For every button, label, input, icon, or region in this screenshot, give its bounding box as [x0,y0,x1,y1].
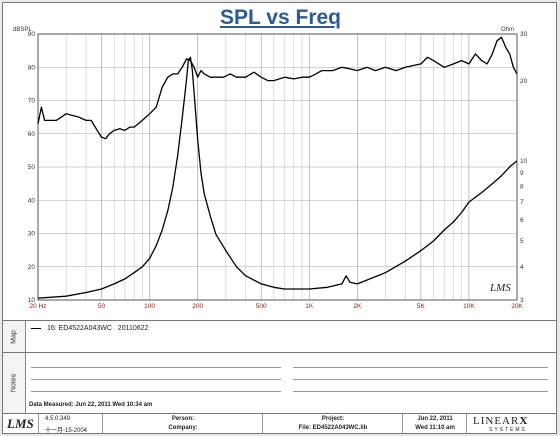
map-panel: Map 16: ED4522A043WC 20110622 [3,320,556,352]
lms-watermark: LMS [489,282,511,294]
chart-grid [37,33,518,301]
footer-bar: LMS 4.5.0.349 十一月-15-2004 Person: Compan… [3,413,556,434]
version-number: 4.5.0.349 [45,416,71,422]
legend-series-date: 20110622 [117,325,149,332]
footer-brand-cell: LINEARX SYSTEMS [467,414,556,434]
footer-person-cell: Person: Company: [103,414,263,434]
map-panel-label: Map [3,321,26,352]
x-tick-label: 10K [463,303,475,310]
y-right-tick-label: 8 [520,184,524,191]
data-measured: Data Measured: Jun 22, 2011 Wed 10:34 am [29,402,153,408]
footer-time: Wed 11:10 am [415,425,455,431]
y-right-tick-label: 20 [520,78,528,85]
y-left-tick-label: 90 [28,31,36,38]
y-right-tick-label: 9 [520,170,524,177]
brand-wordmark: LINEARX [473,415,528,427]
legend-line-swatch [31,327,41,329]
impedance-curve [37,56,518,299]
x-tick-label: 200 [192,303,203,310]
y-left-axis-label: dBSPL [13,27,32,33]
x-tick-label: 20K [511,303,523,310]
footer-version-cell: 4.5.0.349 十一月-15-2004 [39,414,103,434]
y-left-tick-label: 30 [28,231,36,238]
person-label: Person: [171,416,195,422]
chart-ticks: 20 Hz 50 100 200 500 1K 2K 5K 10K 20K 10 20 30 40 50 60… [28,31,528,310]
y-right-tick-label: 7 [520,199,524,206]
spl-impedance-chart: 20 Hz 50 100 200 500 1K 2K 5K 10K 20K 10 20 30 40 50 60… [13,27,528,310]
y-right-tick-label: 3 [520,297,524,304]
legend-entry: 16: ED4522A043WC 20110622 [31,325,148,332]
footer-project-cell: Project: File: ED4522A043WC.lib [263,414,403,434]
x-tick-label: 2K [353,303,362,310]
lms-logo: LMS [7,416,34,431]
x-tick-label: 1K [305,303,314,310]
company-label: Company: [168,425,198,431]
y-left-tick-label: 20 [28,264,36,271]
y-right-tick-label: 30 [520,31,528,38]
footer-date: Jun 22, 2011 [417,416,453,422]
y-left-tick-label: 80 [28,64,36,71]
y-right-tick-label: 5 [520,238,524,245]
chart-curves [37,36,518,299]
project-label: Project: [321,416,345,422]
y-right-tick-label: 4 [520,264,524,271]
y-right-tick-label: 10 [520,158,528,165]
chart-title: SPL vs Freq [220,6,341,29]
y-left-tick-label: 40 [28,197,36,204]
y-left-tick-label: 60 [28,131,36,138]
plot-frame [37,33,518,301]
file-label: File: ED4522A043WC.lib [298,425,368,431]
brand-x-mark: X [519,415,529,427]
spl-curve [37,36,518,140]
notes-panel-label: Notes [3,353,26,413]
x-tick-label: 20 Hz [30,303,47,310]
y-left-tick-label: 50 [28,164,36,171]
version-date: 十一月-15-2004 [45,428,88,434]
y-left-tick-label: 10 [28,297,36,304]
footer-logo-cell: LMS [3,414,39,434]
footer-date-cell: Jun 22, 2011 Wed 11:10 am [403,414,467,434]
x-tick-label: 5K [417,303,426,310]
y-right-tick-label: 6 [520,217,524,224]
legend-series-name: ED4522A043WC [58,325,112,332]
brand-subtitle: SYSTEMS [489,427,527,433]
x-tick-label: 50 [98,303,106,310]
legend-index: 16: [46,325,57,332]
y-right-axis-label: Ohm [501,27,514,33]
x-tick-label: 500 [256,303,267,310]
brand-name: LINEAR [473,415,520,427]
y-left-tick-label: 70 [28,98,36,105]
notes-panel: Notes Data Measured: Jun 22, 2011 Wed 10… [3,352,556,413]
x-tick-label: 100 [144,303,155,310]
